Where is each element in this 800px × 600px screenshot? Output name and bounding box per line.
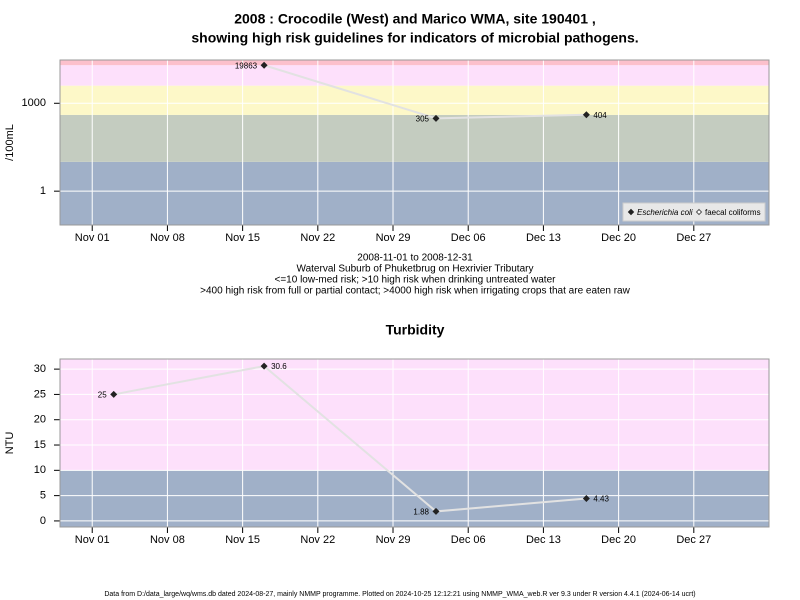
x-tick-label: Nov 22: [300, 232, 335, 244]
x-tick-label: Nov 15: [225, 534, 260, 546]
data-label: 4.43: [593, 495, 609, 504]
y-tick-label: 20: [34, 414, 46, 426]
y-axis-label: /100mL: [4, 124, 16, 161]
legend-label: Escherichia coli: [637, 208, 693, 217]
x-tick-label: Dec 27: [676, 232, 711, 244]
x-tick-label: Nov 22: [300, 534, 335, 546]
y-tick-label: 30: [34, 363, 46, 375]
x-tick-label: Nov 29: [376, 534, 411, 546]
x-tick-label: Dec 06: [451, 232, 486, 244]
x-tick-label: Nov 01: [75, 534, 110, 546]
chart-note: 2008-11-01 to 2008-12-31: [357, 253, 473, 264]
x-tick-label: Dec 20: [601, 232, 636, 244]
data-label: 30.6: [271, 362, 287, 371]
risk-band: [60, 114, 769, 162]
footer: Data from D:/data_large/wq/wms.db dated …: [104, 591, 695, 598]
chart-title: showing high risk guidelines for indicat…: [191, 30, 638, 46]
y-tick-label: 5: [40, 490, 46, 502]
y-tick-label: 25: [34, 388, 46, 400]
x-tick-label: Nov 29: [376, 232, 411, 244]
x-tick-label: Dec 13: [526, 534, 561, 546]
y-tick-label: 1000: [22, 97, 46, 109]
risk-band: [60, 359, 769, 471]
x-tick-label: Dec 13: [526, 232, 561, 244]
x-tick-label: Nov 08: [150, 232, 185, 244]
y-tick-label: 0: [40, 515, 46, 527]
data-label: 1.88: [413, 508, 429, 517]
chart-note: >400 high risk from full or partial cont…: [200, 286, 630, 297]
x-tick-label: Nov 08: [150, 534, 185, 546]
data-point: [110, 390, 118, 398]
data-point: [432, 114, 440, 122]
x-tick-label: Dec 27: [676, 534, 711, 546]
data-point: [260, 362, 268, 370]
chart-title: Turbidity: [386, 322, 445, 338]
y-tick-label: 10: [34, 464, 46, 476]
x-tick-label: Nov 15: [225, 232, 260, 244]
data-point: [582, 495, 590, 503]
y-tick-label: 15: [34, 439, 46, 451]
data-label: 305: [416, 114, 430, 123]
plot-frame: [59, 59, 770, 226]
chart-note: <=10 low-med risk; >10 high risk when dr…: [275, 275, 557, 286]
risk-band: [60, 65, 769, 86]
risk-band: [60, 60, 769, 66]
chart-title: 2008 : Crocodile (West) and Marico WMA, …: [234, 11, 596, 27]
data-point: [432, 507, 440, 515]
legend-marker: [627, 208, 635, 216]
x-tick-label: Nov 01: [75, 232, 110, 244]
series-line: [113, 365, 587, 513]
data-label: 25: [98, 391, 107, 400]
y-tick-label: 1: [40, 185, 46, 197]
x-tick-label: Dec 06: [451, 534, 486, 546]
legend-label: faecal coliforms: [705, 208, 761, 217]
y-axis-label: NTU: [4, 432, 16, 455]
data-label: 404: [593, 111, 607, 120]
data-point: [582, 111, 590, 119]
data-label: 19863: [235, 61, 258, 70]
risk-band: [60, 85, 769, 115]
legend-marker: [695, 208, 703, 216]
legend-box: [622, 202, 766, 222]
plot-frame: [59, 358, 770, 528]
legend: Escherichia coli faecal coliforms: [622, 202, 766, 222]
chart-note: Waterval Suburb of Phuketbrug on Hexrivi…: [297, 264, 534, 275]
data-point: [260, 61, 268, 69]
x-tick-label: Dec 20: [601, 534, 636, 546]
risk-band: [60, 470, 769, 527]
